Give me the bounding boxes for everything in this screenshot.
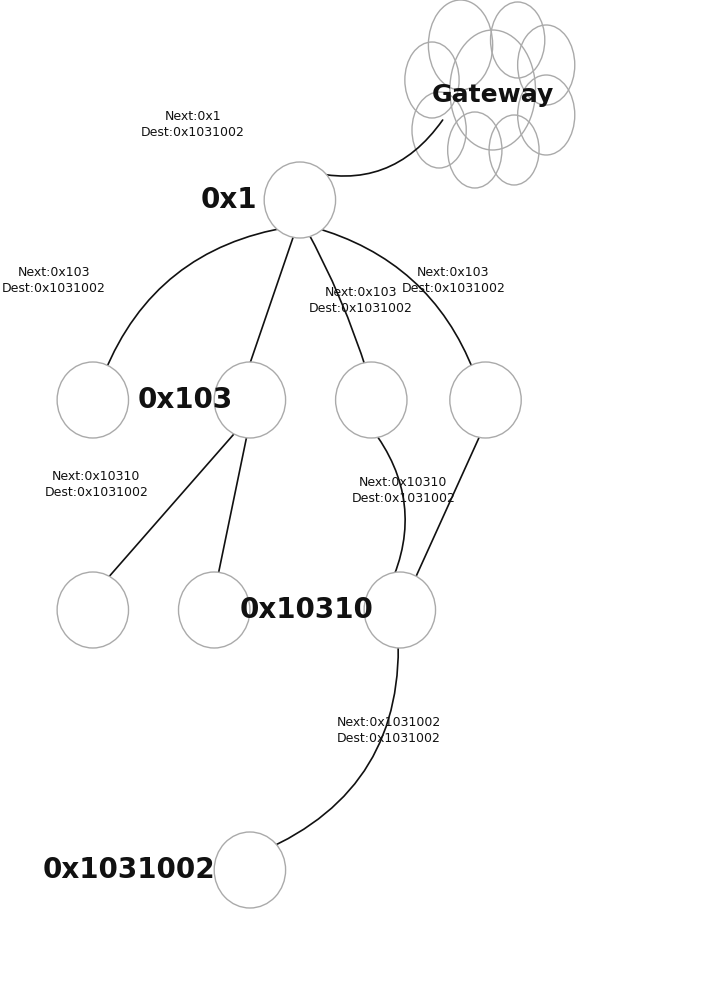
Text: 0x1: 0x1: [200, 186, 257, 214]
Ellipse shape: [57, 572, 129, 648]
Text: 0x10310: 0x10310: [240, 596, 374, 624]
Text: 0x103: 0x103: [138, 386, 233, 414]
Ellipse shape: [364, 572, 436, 648]
Text: Gateway: Gateway: [431, 83, 554, 107]
Circle shape: [518, 25, 575, 105]
FancyArrowPatch shape: [101, 428, 239, 586]
Circle shape: [428, 0, 493, 90]
FancyArrowPatch shape: [306, 228, 368, 372]
Ellipse shape: [214, 362, 286, 438]
Circle shape: [450, 30, 536, 150]
Text: Next:0x10310
Dest:0x1031002: Next:0x10310 Dest:0x1031002: [44, 471, 149, 499]
FancyArrowPatch shape: [306, 120, 443, 176]
Text: Next:0x103
Dest:0x1031002: Next:0x103 Dest:0x1031002: [401, 265, 506, 294]
Ellipse shape: [336, 362, 407, 438]
Circle shape: [489, 115, 539, 185]
Text: 0x1031002: 0x1031002: [42, 856, 215, 884]
Ellipse shape: [57, 362, 129, 438]
FancyArrowPatch shape: [246, 228, 296, 372]
Text: Next:0x10310
Dest:0x1031002: Next:0x10310 Dest:0x1031002: [351, 476, 456, 504]
Text: Next:0x1031002
Dest:0x1031002: Next:0x1031002 Dest:0x1031002: [337, 716, 441, 744]
FancyArrowPatch shape: [214, 428, 248, 585]
Circle shape: [491, 2, 545, 78]
Circle shape: [448, 112, 502, 188]
FancyArrowPatch shape: [262, 628, 398, 852]
FancyArrowPatch shape: [313, 227, 475, 372]
Ellipse shape: [450, 362, 521, 438]
Text: Next:0x103
Dest:0x1031002: Next:0x103 Dest:0x1031002: [1, 265, 106, 294]
Circle shape: [405, 42, 459, 118]
Text: Next:0x1
Dest:0x1031002: Next:0x1 Dest:0x1031002: [141, 110, 245, 139]
FancyArrowPatch shape: [412, 428, 483, 585]
FancyArrowPatch shape: [371, 428, 405, 585]
Circle shape: [518, 75, 575, 155]
FancyArrowPatch shape: [104, 227, 289, 373]
Text: Next:0x103
Dest:0x1031002: Next:0x103 Dest:0x1031002: [308, 286, 413, 314]
Ellipse shape: [264, 162, 336, 238]
Circle shape: [412, 92, 466, 168]
Ellipse shape: [178, 572, 250, 648]
Ellipse shape: [214, 832, 286, 908]
